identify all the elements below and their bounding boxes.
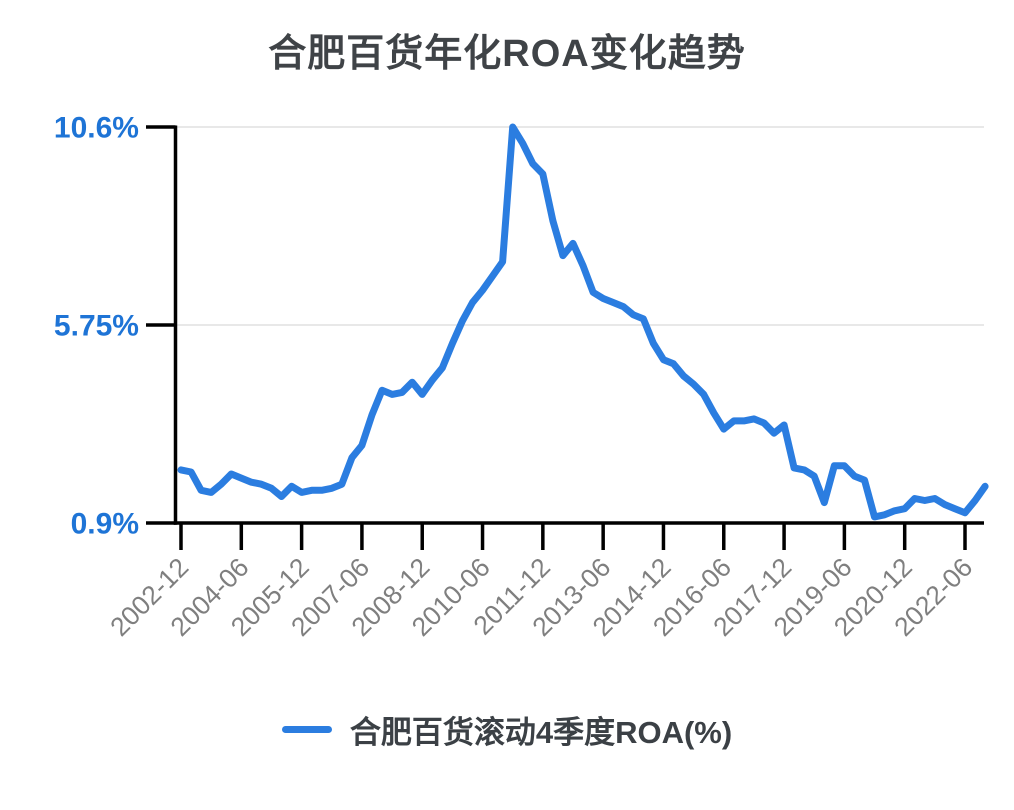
legend: 合肥百货滚动4季度ROA(%) <box>0 707 1014 752</box>
legend-line-swatch <box>281 726 332 733</box>
roa-line <box>177 123 989 521</box>
legend-label: 合肥百货滚动4季度ROA(%) <box>349 715 733 750</box>
y-tick-label: 0.9% <box>71 508 139 541</box>
y-tick-label: 5.75% <box>54 310 139 343</box>
chart-title: 合肥百货年化ROA变化趋势 <box>268 33 746 75</box>
y-tick-label: 10.6% <box>54 112 139 145</box>
